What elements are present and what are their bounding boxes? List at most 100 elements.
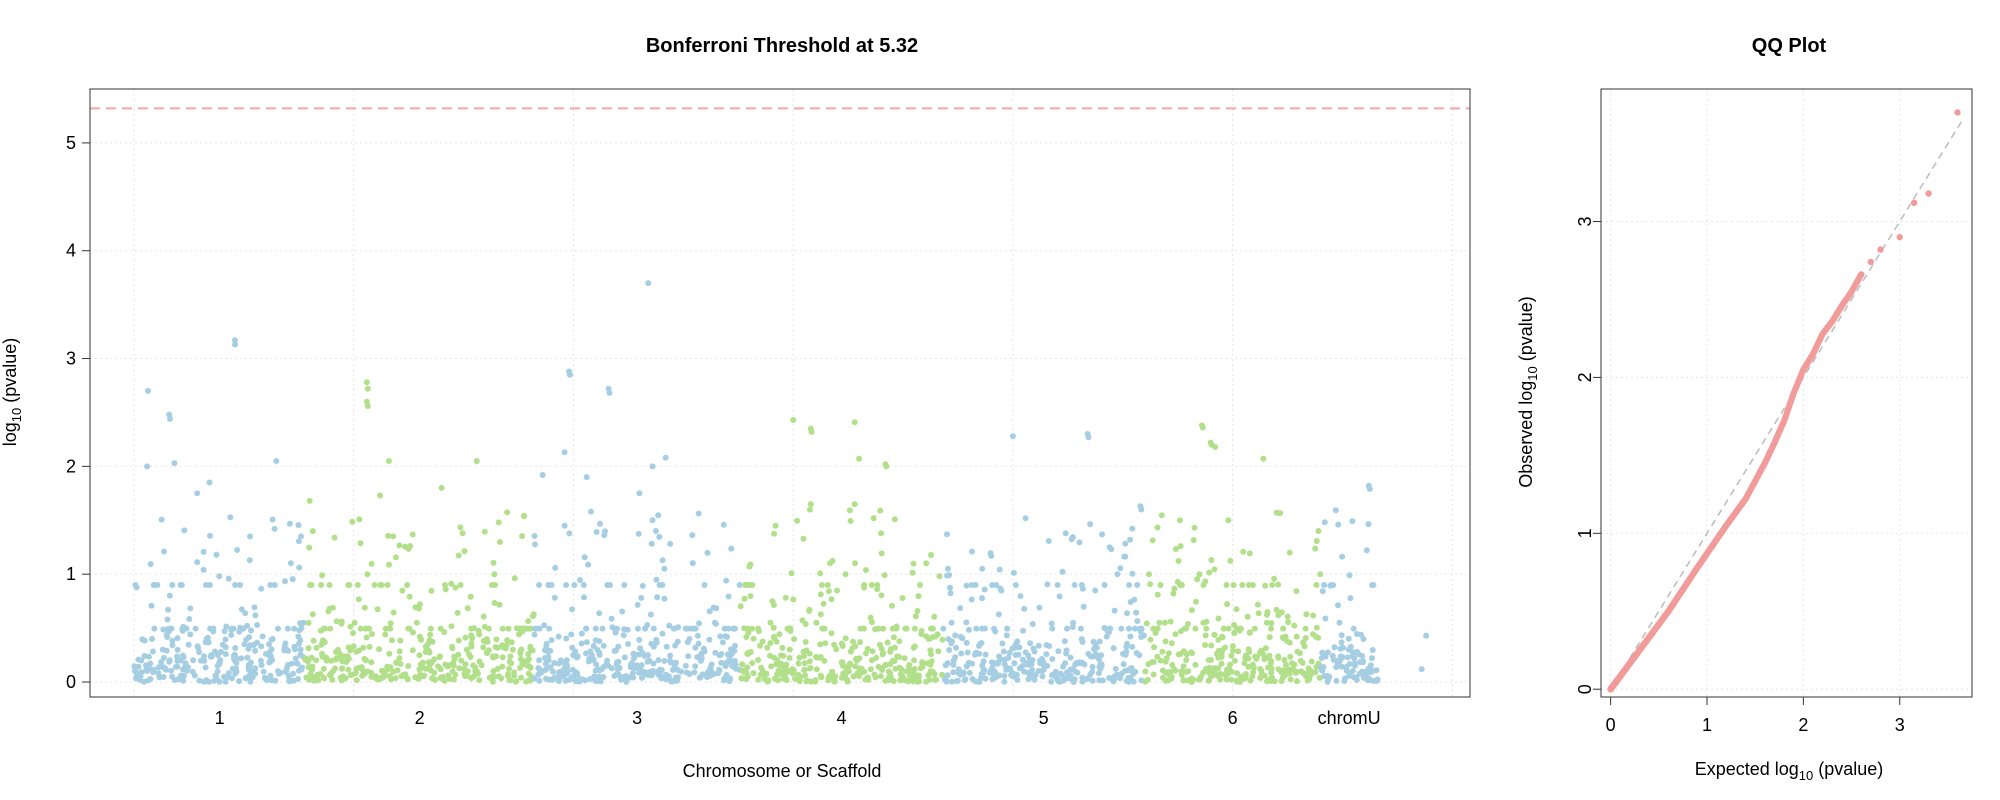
manhattan-point bbox=[750, 670, 757, 677]
manhattan-point bbox=[546, 625, 553, 632]
manhattan-point bbox=[1324, 649, 1331, 656]
manhattan-point bbox=[1025, 676, 1032, 682]
manhattan-point bbox=[723, 661, 730, 668]
manhattan-point bbox=[448, 580, 455, 587]
manhattan-point bbox=[996, 653, 1003, 660]
manhattan-point bbox=[1020, 627, 1027, 634]
manhattan-peak-point bbox=[606, 390, 613, 396]
manhattan-point bbox=[698, 650, 705, 657]
manhattan-point bbox=[868, 582, 875, 588]
manhattan-point bbox=[1078, 660, 1084, 667]
manhattan-point bbox=[828, 630, 835, 637]
manhattan-point bbox=[839, 643, 846, 649]
manhattan-point bbox=[1365, 521, 1372, 528]
manhattan-point bbox=[1227, 557, 1234, 564]
manhattan-point bbox=[801, 653, 808, 660]
manhattan-point bbox=[1215, 647, 1222, 654]
manhattan-point bbox=[788, 570, 795, 577]
manhattan-point bbox=[871, 671, 878, 678]
manhattan-point bbox=[1121, 553, 1128, 560]
manhattan-point bbox=[1230, 582, 1237, 588]
manhattan-point bbox=[158, 659, 165, 666]
manhattan-point bbox=[446, 675, 453, 682]
manhattan-point bbox=[911, 625, 918, 632]
manhattan-point bbox=[525, 651, 532, 657]
manhattan-point bbox=[638, 662, 645, 669]
manhattan-point bbox=[893, 623, 900, 630]
manhattan-point bbox=[1343, 667, 1350, 674]
manhattan-point bbox=[973, 625, 980, 632]
manhattan-point bbox=[456, 665, 463, 672]
manhattan-point bbox=[1332, 507, 1339, 514]
manhattan-point bbox=[1174, 578, 1181, 585]
manhattan-point bbox=[428, 587, 435, 594]
manhattan-point bbox=[655, 671, 662, 678]
manhattan-point bbox=[786, 646, 793, 653]
manhattan-point bbox=[1215, 615, 1222, 622]
manhattan-point bbox=[854, 670, 861, 676]
manhattan-point bbox=[320, 665, 327, 672]
manhattan-point bbox=[1369, 647, 1376, 653]
manhattan-point bbox=[448, 623, 455, 630]
manhattan-point bbox=[532, 541, 538, 548]
manhattan-point bbox=[968, 596, 975, 603]
manhattan-point bbox=[863, 567, 869, 574]
manhattan-point bbox=[366, 643, 373, 650]
manhattan-point bbox=[869, 648, 876, 655]
manhattan-peak-point bbox=[636, 490, 643, 497]
manhattan-point bbox=[580, 676, 587, 683]
manhattan-point bbox=[1255, 610, 1262, 617]
manhattan-point bbox=[1346, 672, 1353, 679]
manhattan-point bbox=[1245, 582, 1252, 588]
manhattan-point bbox=[1353, 631, 1360, 637]
manhattan-point bbox=[639, 649, 646, 656]
manhattan-point bbox=[208, 653, 215, 660]
manhattan-point bbox=[831, 641, 838, 648]
manhattan-point bbox=[536, 666, 543, 672]
manhattan-point bbox=[292, 655, 299, 662]
manhattan-peak-point bbox=[1138, 506, 1145, 513]
manhattan-point bbox=[1162, 638, 1169, 645]
manhattan-point bbox=[268, 636, 275, 643]
manhattan-point bbox=[222, 644, 229, 651]
manhattan-point bbox=[903, 625, 910, 632]
manhattan-point bbox=[911, 657, 918, 664]
manhattan-point bbox=[625, 641, 632, 647]
manhattan-point bbox=[948, 638, 955, 645]
manhattan-point bbox=[290, 677, 297, 684]
manhattan-point bbox=[767, 640, 774, 646]
manhattan-point bbox=[491, 600, 498, 606]
manhattan-point bbox=[511, 575, 518, 582]
manhattan-point bbox=[781, 664, 788, 671]
manhattan-point bbox=[620, 674, 627, 680]
manhattan-point bbox=[594, 678, 600, 685]
manhattan-point bbox=[1308, 658, 1315, 665]
manhattan-point bbox=[294, 660, 301, 667]
manhattan-point bbox=[776, 631, 783, 638]
manhattan-point bbox=[246, 557, 253, 564]
manhattan-point bbox=[842, 571, 849, 578]
manhattan-point bbox=[491, 571, 498, 578]
manhattan-point bbox=[794, 517, 801, 524]
manhattan-point bbox=[1266, 634, 1273, 641]
manhattan-point bbox=[1030, 645, 1037, 652]
manhattan-point bbox=[158, 516, 165, 523]
manhattan-point bbox=[770, 633, 777, 640]
manhattan-point bbox=[1048, 678, 1055, 685]
manhattan-point bbox=[1286, 670, 1293, 677]
manhattan-point bbox=[1117, 565, 1124, 572]
manhattan-point bbox=[271, 582, 278, 588]
manhattan-point bbox=[1048, 620, 1055, 627]
manhattan-point bbox=[517, 648, 524, 655]
manhattan-point bbox=[160, 674, 167, 680]
manhattan-point bbox=[1164, 677, 1171, 684]
manhattan-point bbox=[194, 559, 201, 566]
manhattan-point bbox=[831, 678, 838, 685]
manhattan-point bbox=[818, 582, 825, 588]
manhattan-point bbox=[216, 678, 223, 685]
qq-point bbox=[1925, 190, 1932, 197]
manhattan-point bbox=[1351, 655, 1358, 662]
manhattan-point bbox=[141, 653, 148, 659]
manhattan-point bbox=[960, 669, 967, 676]
qq-point bbox=[1877, 246, 1884, 253]
